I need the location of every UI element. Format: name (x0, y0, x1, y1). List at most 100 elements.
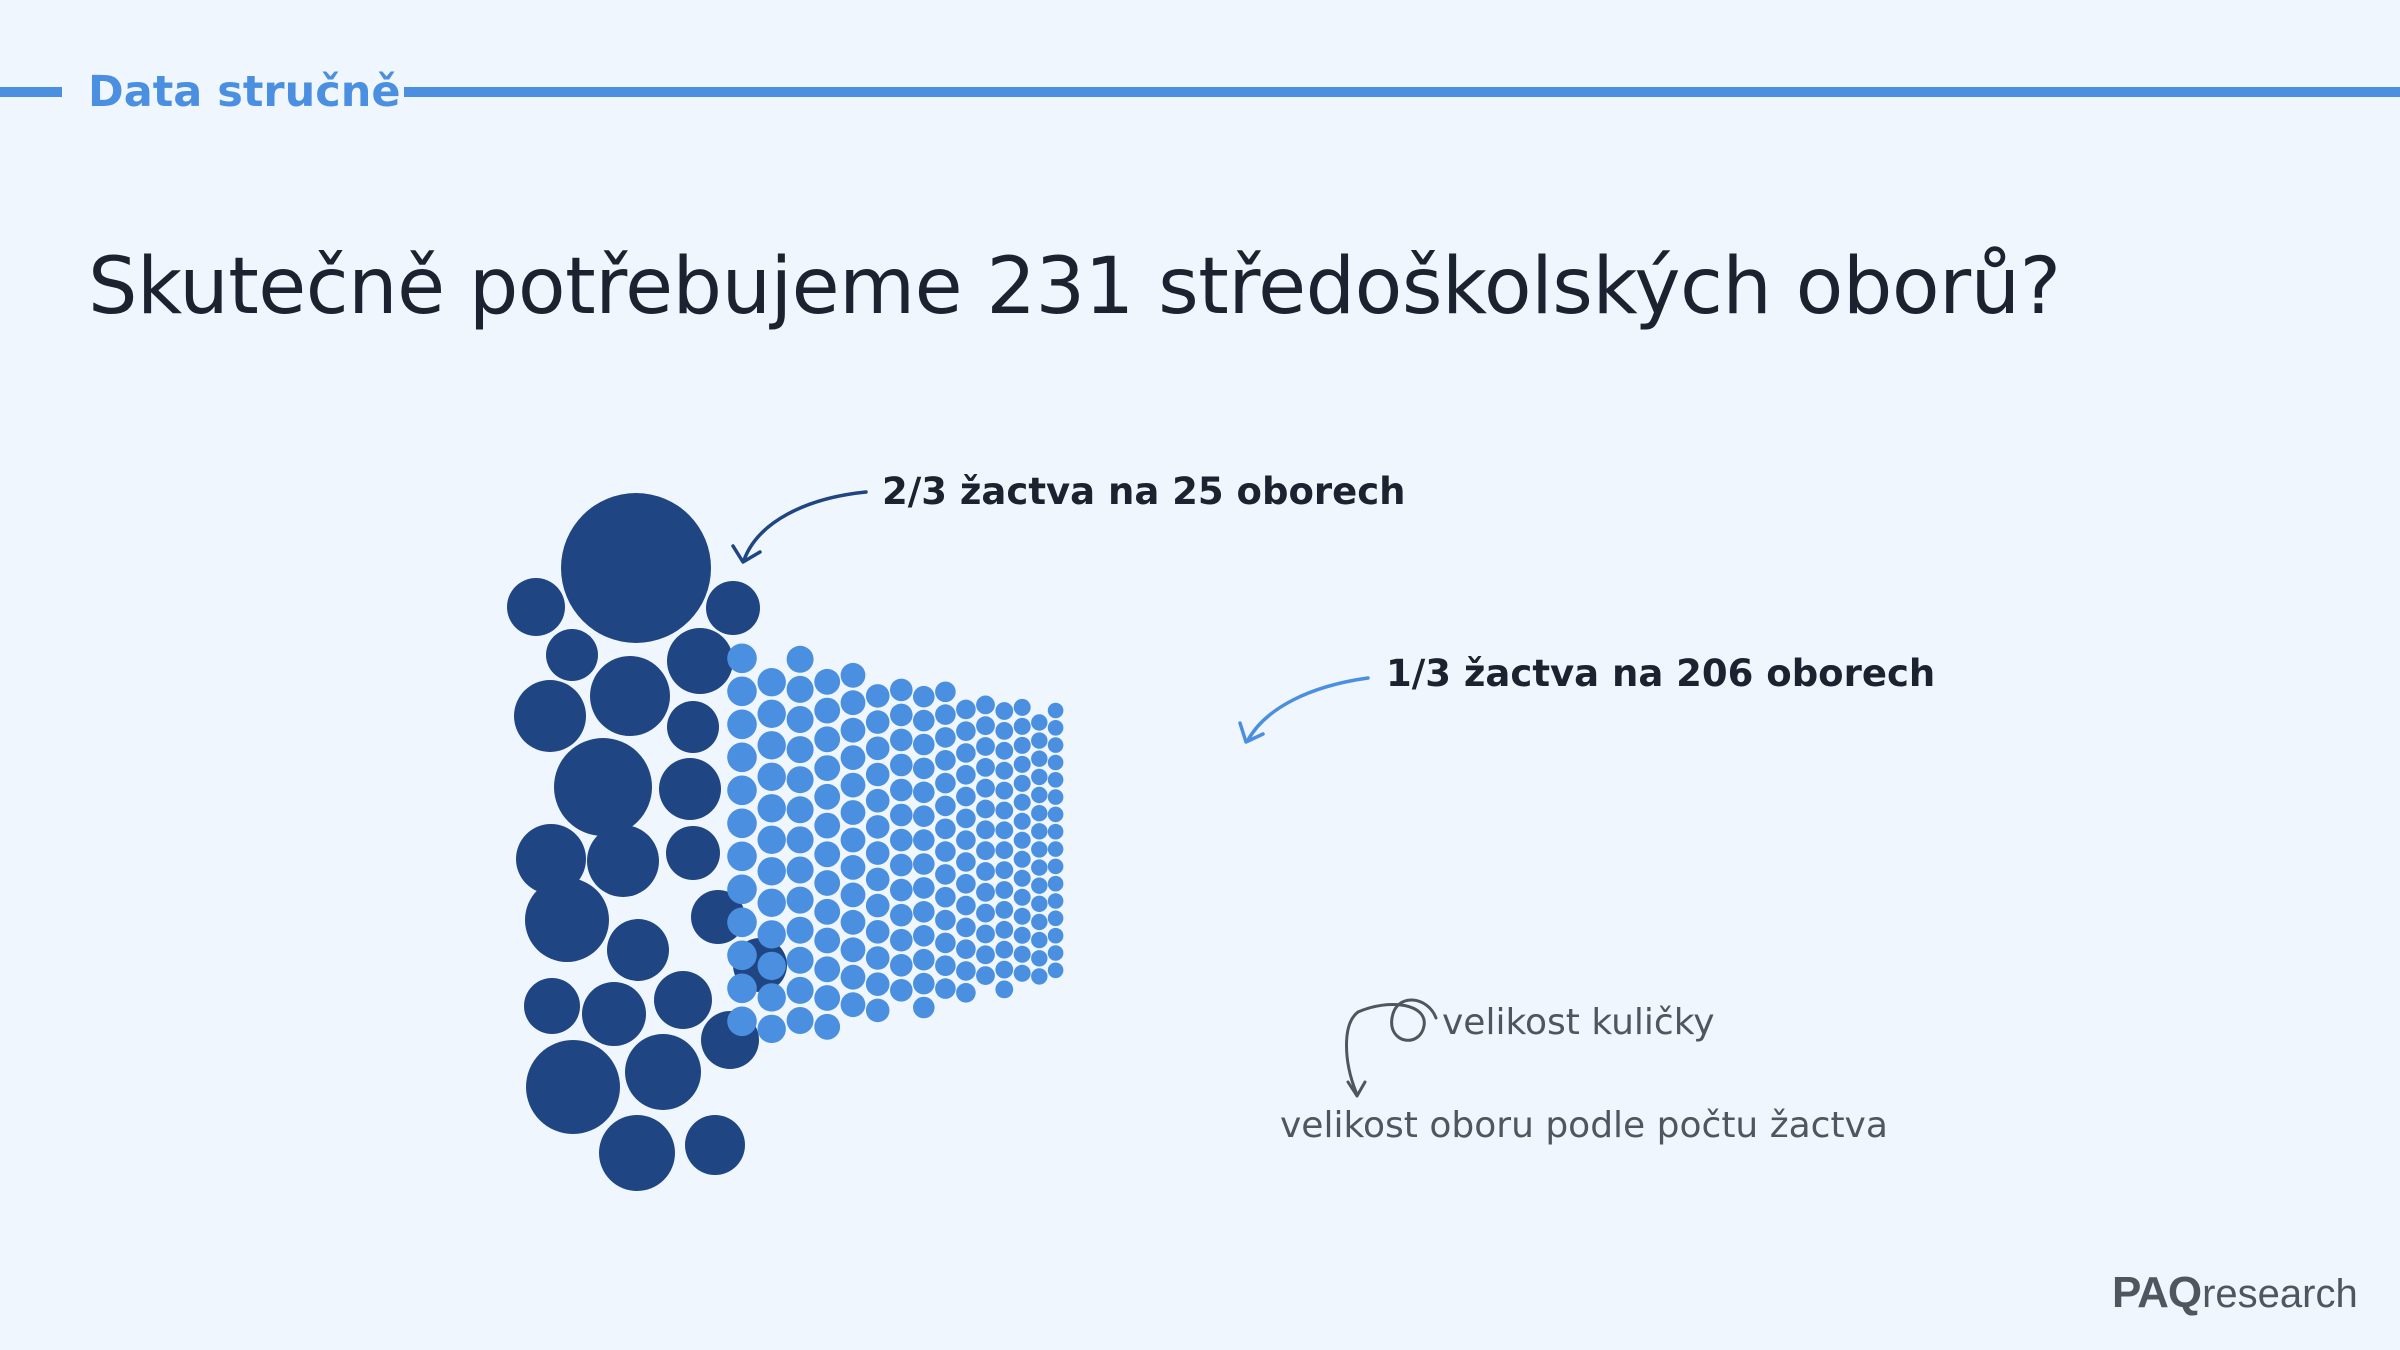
bubble-minor-24 (757, 1014, 786, 1044)
bubble-minor-110 (935, 818, 956, 840)
bubble-minor-113 (935, 886, 956, 908)
bubble-minor-55 (840, 772, 866, 798)
bubble-minor-83 (890, 828, 913, 852)
bubble-minor-152 (995, 821, 1014, 840)
bubble-major-4 (546, 629, 598, 681)
bubble-minor-86 (890, 903, 913, 927)
bubble-minor-81 (890, 778, 913, 802)
bubble-minor-129 (956, 939, 976, 959)
bubble-minor-200 (1047, 858, 1064, 875)
bubble-minor-145 (976, 966, 995, 985)
bubble-minor-115 (935, 932, 956, 954)
bubble-major-14 (525, 878, 609, 962)
bubble-minor-201 (1047, 875, 1064, 892)
bubble-minor-186 (1031, 895, 1048, 912)
bubble-minor-111 (935, 841, 956, 862)
bubble-minor-38 (814, 668, 841, 695)
annotation-major-label: 2/3 žactva na 25 oborech (882, 470, 1405, 513)
bubble-minor-203 (1047, 910, 1064, 927)
bubble-minor-13 (757, 668, 786, 697)
bubble-minor-135 (976, 758, 995, 777)
bubble-minor-51 (840, 662, 866, 688)
bubble-minor-168 (1013, 831, 1031, 849)
bubble-minor-176 (1031, 714, 1048, 731)
bubble-minor-3 (727, 709, 757, 740)
bubble-minor-14 (757, 699, 786, 728)
bubble-minor-132 (976, 695, 995, 715)
bubble-minor-70 (865, 841, 890, 865)
bubble-minor-35 (786, 946, 814, 974)
bubble-minor-140 (976, 862, 995, 881)
bubble-minor-144 (976, 945, 995, 965)
bubble-minor-146 (995, 702, 1014, 720)
bubble-major-8 (667, 701, 719, 753)
bubble-minor-121 (956, 765, 976, 785)
bubble-minor-164 (1013, 755, 1031, 773)
logo-brand: PAQ (2112, 1268, 2202, 1317)
bubble-layer (507, 493, 1064, 1191)
bubble-minor-22 (757, 951, 786, 981)
legend-size-label: velikost kuličky (1442, 1002, 1715, 1043)
bubble-major-3 (706, 581, 760, 635)
bubble-minor-54 (840, 745, 866, 770)
bubble-minor-118 (956, 699, 976, 720)
legend-meaning-label: velikost oboru podle počtu žactva (1280, 1105, 1888, 1146)
bubble-minor-172 (1013, 907, 1031, 925)
bubble-minor-197 (1047, 806, 1064, 823)
bubble-minor-101 (913, 948, 935, 971)
bubble-minor-116 (935, 955, 956, 976)
bubble-minor-166 (1013, 793, 1031, 811)
bubble-minor-199 (1047, 841, 1064, 857)
bubble-minor-80 (890, 753, 913, 777)
bubble-minor-11 (727, 973, 757, 1004)
bubble-minor-59 (840, 882, 866, 908)
bubble-minor-61 (840, 937, 866, 963)
bubble-minor-99 (913, 901, 935, 923)
bubble-minor-53 (840, 717, 866, 743)
bubble-minor-10 (727, 940, 757, 971)
bubble-minor-73 (865, 920, 890, 944)
bubble-minor-75 (865, 972, 890, 996)
bubble-minor-12 (727, 1006, 757, 1037)
bubble-minor-1 (727, 643, 757, 674)
bubble-minor-71 (865, 867, 890, 892)
bubble-minor-174 (1013, 945, 1031, 963)
bubble-major-10 (659, 758, 721, 820)
bubble-minor-158 (995, 940, 1014, 959)
bubble-major-2 (507, 578, 565, 636)
annotation-arrow-major (742, 490, 868, 562)
bubble-minor-193 (1047, 737, 1064, 753)
bubble-minor-178 (1031, 750, 1048, 767)
bubble-minor-196 (1047, 789, 1064, 805)
header-rule-right (404, 87, 2400, 97)
bubble-minor-136 (976, 778, 995, 798)
bubble-minor-154 (995, 861, 1014, 879)
bubble-minor-128 (956, 917, 976, 938)
bubble-minor-90 (913, 685, 935, 708)
bubble-minor-117 (935, 978, 956, 999)
bubble-minor-149 (995, 761, 1014, 780)
bubble-major-21 (526, 1040, 620, 1134)
bubble-minor-60 (840, 909, 866, 935)
bubble-minor-177 (1031, 732, 1048, 749)
bubble-minor-67 (865, 762, 890, 787)
annotation-arrow-minor (1246, 676, 1370, 742)
bubble-minor-26 (786, 675, 814, 703)
bubble-minor-195 (1047, 772, 1064, 788)
bubble-major-6 (514, 680, 586, 752)
bubble-minor-147 (995, 722, 1014, 740)
bubble-minor-41 (814, 755, 841, 781)
bubble-minor-56 (840, 800, 866, 825)
bubble-minor-16 (757, 762, 786, 791)
bubble-minor-23 (757, 983, 786, 1012)
logo-rest: research (2202, 1272, 2358, 1316)
bubble-minor-47 (814, 927, 841, 954)
bubble-minor-76 (865, 998, 890, 1023)
bubble-minor-68 (865, 788, 890, 813)
bubble-minor-31 (786, 826, 814, 854)
bubble-minor-46 (814, 898, 841, 925)
bubble-minor-191 (1047, 702, 1064, 719)
bubble-minor-156 (995, 901, 1014, 919)
page-title: Skutečně potřebujeme 231 středoškolských… (88, 242, 2061, 332)
